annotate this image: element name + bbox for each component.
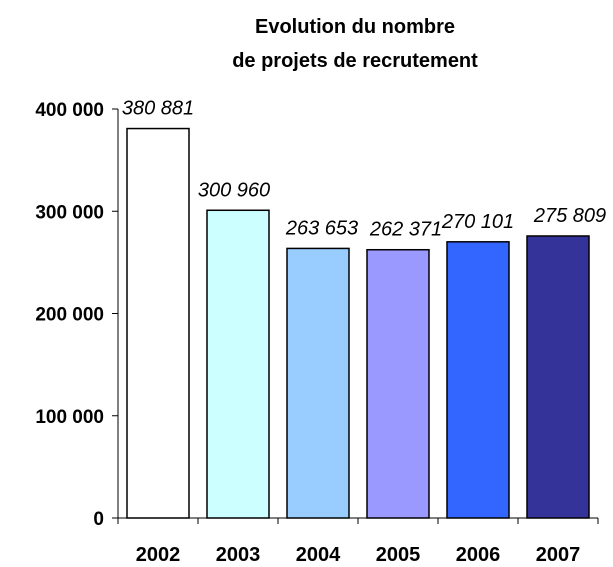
bars bbox=[126, 127, 590, 519]
bar-2006 bbox=[446, 241, 510, 519]
data-label: 263 653 bbox=[285, 217, 358, 239]
data-label: 300 960 bbox=[198, 179, 270, 201]
chart-title: Evolution du nombre de projets de recrut… bbox=[232, 16, 478, 72]
y-tick-label: 200 000 bbox=[35, 305, 104, 326]
bar-2002 bbox=[126, 127, 190, 519]
data-label: 380 881 bbox=[122, 98, 194, 120]
bar-2003 bbox=[206, 209, 270, 519]
chart-title-line-2: de projets de recrutement bbox=[232, 50, 478, 72]
bar-2005 bbox=[366, 248, 430, 519]
data-label: 262 371 bbox=[369, 219, 442, 241]
y-tick-labels: 0 100 000 200 000 300 000 400 000 bbox=[35, 100, 104, 530]
bar-2007 bbox=[526, 235, 590, 519]
y-tick-label: 0 bbox=[93, 509, 104, 530]
data-labels: 380 881 300 960 263 653 262 371 270 101 275 8… bbox=[122, 98, 606, 241]
x-tick-label: 2005 bbox=[376, 544, 421, 566]
y-tick-label: 100 000 bbox=[35, 407, 104, 428]
bar-2004 bbox=[286, 247, 350, 519]
x-tick-labels: 2002 2003 2004 2005 2006 2007 bbox=[136, 544, 581, 566]
x-tick-label: 2006 bbox=[456, 544, 501, 566]
x-tick-label: 2003 bbox=[216, 544, 261, 566]
x-tick-label: 2004 bbox=[296, 544, 341, 566]
x-tick-label: 2002 bbox=[136, 544, 181, 566]
x-tick-label: 2007 bbox=[536, 544, 581, 566]
y-tick-label: 300 000 bbox=[35, 202, 104, 223]
axes bbox=[112, 108, 599, 524]
y-tick-label: 400 000 bbox=[35, 100, 104, 121]
data-label: 275 809 bbox=[533, 205, 606, 227]
data-label: 270 101 bbox=[441, 211, 514, 233]
chart-title-line-1: Evolution du nombre bbox=[255, 16, 455, 38]
